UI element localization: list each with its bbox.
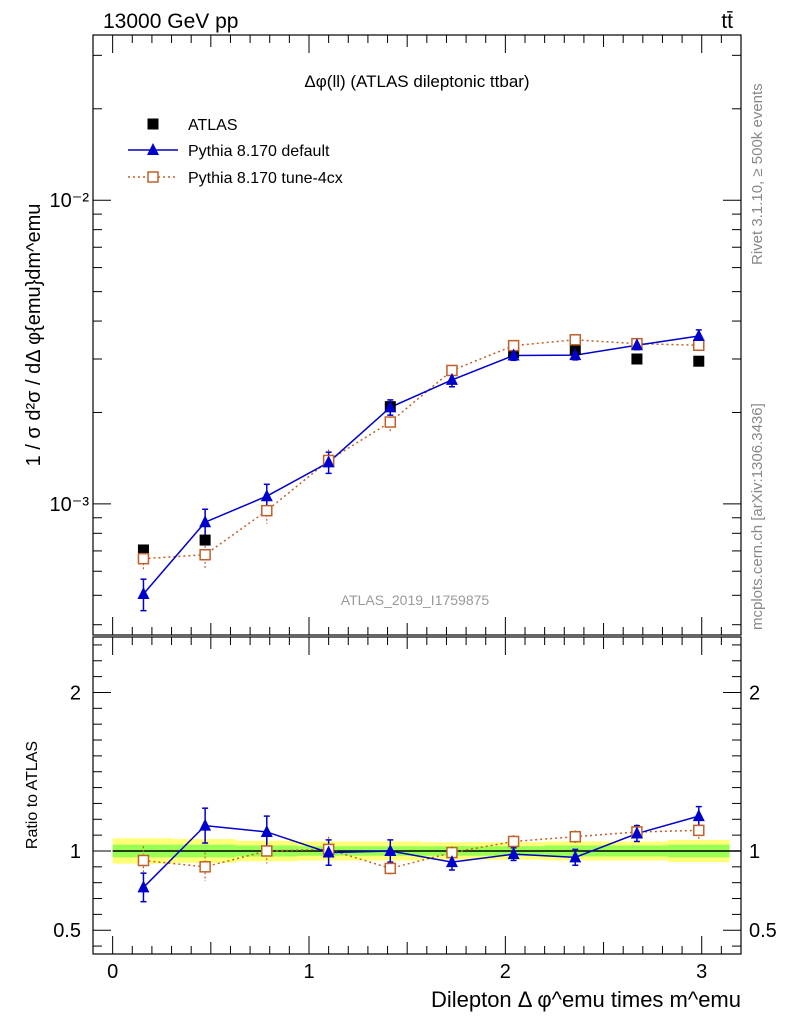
data-point-pythia-tune xyxy=(261,504,273,517)
ratio-point-pythia-default xyxy=(260,824,273,837)
ratio-y-tick-label-right: 1 xyxy=(749,841,760,863)
data-point-pythia-default xyxy=(199,515,212,528)
chart-title: Δφ(ll) (ATLAS dileptonic ttbar) xyxy=(304,72,529,91)
y-tick-label: 10⁻³ xyxy=(50,494,90,516)
ratio-point-pythia-tune xyxy=(137,854,150,867)
ratio-point-pythia-default xyxy=(322,845,335,858)
ratio-line-pythia-default xyxy=(142,815,699,888)
data-point-atlas xyxy=(693,355,705,367)
ratio-y-tick-label-left: 0.5 xyxy=(53,920,81,942)
ratio-point-pythia-default xyxy=(445,855,458,868)
legend-label: Pythia 8.170 tune-4cx xyxy=(188,170,343,187)
ratio-point-pythia-tune xyxy=(261,845,273,857)
ratio-point-pythia-default xyxy=(569,850,582,863)
data-point-pythia-default xyxy=(445,372,458,385)
ratio-y-tick-label-left: 1 xyxy=(70,841,81,863)
legend-marker-pythia-default xyxy=(147,143,159,155)
mcplots-label: mcplots.cern.ch [arXiv:1306.3436] xyxy=(749,403,766,630)
ratio-y-axis-label: Ratio to ATLAS xyxy=(24,741,41,849)
legend-label: ATLAS xyxy=(188,117,238,134)
data-point-pythia-default xyxy=(260,489,273,502)
ratio-point-pythia-default xyxy=(199,818,212,831)
data-point-pythia-tune xyxy=(199,548,211,561)
ratio-frame xyxy=(92,636,742,955)
y-tick-label: 10⁻² xyxy=(50,190,90,212)
main-frame xyxy=(92,34,742,636)
data-point-pythia-default xyxy=(137,586,150,599)
process-label: tt̄ xyxy=(721,10,733,33)
x-tick-label: 1 xyxy=(303,961,314,983)
x-tick-label: 0 xyxy=(107,961,118,983)
main-plot-panel: 10⁻³ 10⁻² Δφ(ll) (ATLAS dileptonic ttbar) A… xyxy=(23,34,742,636)
data-point-pythia-tune xyxy=(569,334,582,346)
ratio-point-pythia-tune xyxy=(569,830,582,843)
x-axis-label: Dilepton Δ φ^emu times m^emu xyxy=(431,987,741,1012)
ratio-point-pythia-default xyxy=(630,826,643,839)
energy-label: 13000 GeV pp xyxy=(103,10,238,33)
legend-marker-pythia-tune xyxy=(147,171,159,183)
data-point-pythia-default xyxy=(569,348,582,361)
data-point-pythia-default xyxy=(692,329,705,342)
y-axis-label: 1 / σ d²σ / dΔ φ{emu}dm^emu xyxy=(23,204,45,467)
legend-marker-atlas xyxy=(147,118,159,130)
data-point-atlas xyxy=(199,534,211,546)
ratio-point-pythia-tune xyxy=(507,835,520,848)
rivet-label: Rivet 3.1.10, ≥ 500k events xyxy=(749,83,766,265)
data-point-pythia-tune xyxy=(384,416,397,428)
ratio-point-pythia-default xyxy=(692,809,705,822)
ratio-point-pythia-tune xyxy=(384,862,397,875)
ratio-point-pythia-default xyxy=(384,843,397,856)
ratio-point-pythia-tune xyxy=(693,824,705,837)
data-point-pythia-default xyxy=(630,338,643,351)
ratio-y-tick-label-left: 2 xyxy=(70,682,81,704)
ratio-y-tick-label-right: 0.5 xyxy=(749,920,777,942)
data-point-pythia-default xyxy=(384,400,397,413)
data-point-atlas xyxy=(631,353,643,365)
ratio-point-pythia-tune xyxy=(199,861,211,873)
data-point-pythia-tune xyxy=(693,339,705,351)
data-point-atlas xyxy=(137,544,149,556)
series-line-pythia-default xyxy=(142,335,699,595)
ratio-point-pythia-default xyxy=(137,880,150,893)
ratio-line-pythia-tune xyxy=(143,829,699,870)
x-tick-label: 2 xyxy=(500,961,511,983)
data-point-pythia-default xyxy=(507,348,520,361)
series-line-pythia-tune xyxy=(143,339,699,560)
data-point-pythia-default xyxy=(322,455,335,468)
ratio-plot-panel: 0.5 0.5 1 1 2 2 0 1 2 3 Ratio to ATLAS Dilepton Δ φ… xyxy=(24,636,777,1012)
data-point-pythia-tune xyxy=(137,552,150,565)
analysis-watermark: ATLAS_2019_I1759875 xyxy=(341,592,490,608)
ratio-y-tick-label-right: 2 xyxy=(749,682,760,704)
ratio-point-pythia-default xyxy=(507,847,520,860)
x-tick-label: 3 xyxy=(696,961,707,983)
legend-label: Pythia 8.170 default xyxy=(188,143,330,160)
